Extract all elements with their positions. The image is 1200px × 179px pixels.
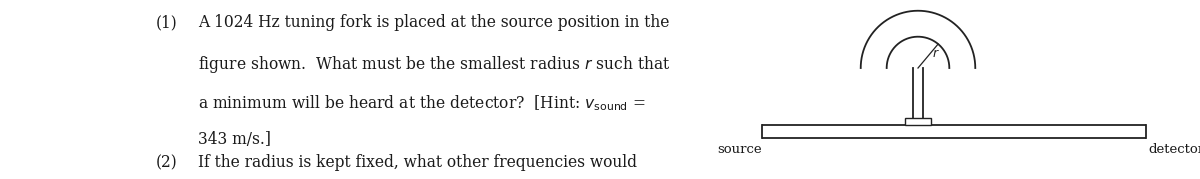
Text: detector: detector: [1148, 143, 1200, 156]
Text: A 1024 Hz tuning fork is placed at the source position in the: A 1024 Hz tuning fork is placed at the s…: [198, 14, 670, 31]
Text: source: source: [718, 143, 762, 156]
Text: $r$: $r$: [931, 47, 940, 60]
Bar: [906, 118, 930, 125]
Text: (2): (2): [156, 154, 178, 171]
Text: a minimum will be heard at the detector?  [Hint: $v_\mathsf{sound}$ =: a minimum will be heard at the detector?…: [198, 93, 646, 113]
Text: 343 m/s.]: 343 m/s.]: [198, 131, 271, 148]
Text: (1): (1): [156, 14, 178, 31]
Text: figure shown.  What must be the smallest radius $r$ such that: figure shown. What must be the smallest …: [198, 54, 671, 75]
Text: If the radius is kept fixed, what other frequencies would: If the radius is kept fixed, what other …: [198, 154, 637, 171]
